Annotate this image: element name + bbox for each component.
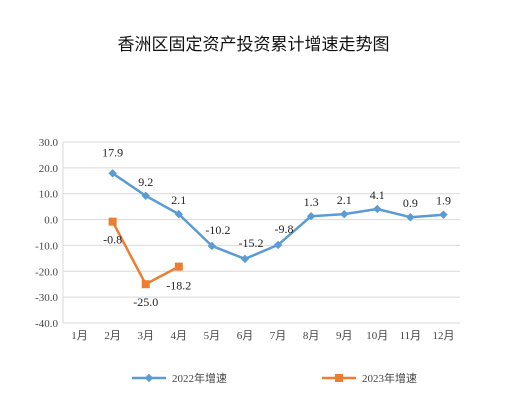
- legend-marker: [335, 374, 343, 382]
- y-tick-label: 0.0: [44, 215, 58, 227]
- legend-label: 2022年增速: [172, 371, 227, 385]
- y-tick-label: -30.0: [35, 292, 58, 304]
- data-label: 9.2: [138, 175, 153, 189]
- data-label: 1.9: [436, 194, 451, 208]
- data-label: 17.9: [102, 145, 123, 159]
- data-point: [141, 191, 150, 200]
- data-label: 4.1: [370, 188, 385, 202]
- data-point: [174, 209, 183, 219]
- x-tick-label: 9月: [336, 330, 353, 342]
- data-point: [141, 280, 150, 289]
- legend-label: 2023年增速: [362, 371, 417, 385]
- data-point: [273, 240, 283, 250]
- legend: 2022年增速 2023年增速: [132, 371, 417, 385]
- x-tick-label: 7月: [270, 330, 287, 342]
- x-axis: 1月 2月 3月 4月 5月 6月 7月 8月 9月 10月 11月 12月: [71, 330, 454, 342]
- y-tick-label: -10.0: [35, 240, 58, 252]
- x-tick-label: 3月: [137, 330, 154, 342]
- data-label: -10.2: [205, 223, 230, 237]
- data-label: 1.3: [304, 195, 319, 209]
- data-label: 0.9: [403, 196, 418, 210]
- y-tick-label: 10.0: [39, 189, 59, 201]
- y-tick-label: 30.0: [39, 137, 59, 149]
- series-lines: [108, 169, 448, 289]
- data-label: -25.0: [133, 295, 158, 309]
- data-label: -18.2: [166, 279, 191, 293]
- y-axis: 30.0 20.0 10.0 0.0 -10.0 -20.0 -30.0 -40.0: [35, 137, 64, 330]
- y-tick-label: 20.0: [39, 163, 59, 175]
- data-point: [373, 204, 382, 214]
- data-point: [340, 209, 349, 219]
- data-label: -9.8: [275, 222, 294, 236]
- gridlines: [63, 141, 460, 324]
- x-tick-label: 5月: [204, 330, 221, 342]
- legend-marker: [144, 373, 154, 383]
- chart-panel: 30.0 20.0 10.0 0.0 -10.0 -20.0 -30.0 -40.0 1月 2月…: [22, 68, 500, 394]
- chart-title: 香洲区固定资产投资累计增速走势图: [117, 35, 390, 55]
- line-chart: 30.0 20.0 10.0 0.0 -10.0 -20.0 -30.0 -40.0 1月 2月…: [35, 137, 460, 385]
- data-point: [108, 217, 117, 226]
- y-tick-label: -40.0: [35, 318, 58, 330]
- data-label: -15.2: [238, 236, 263, 250]
- x-tick-label: 6月: [237, 330, 254, 342]
- x-tick-label: 12月: [432, 330, 454, 342]
- data-labels: 17.9 9.2 2.1 -10.2 -15.2 -9.8 1.3 2.1 4.1 0.9 1.9 -…: [102, 145, 451, 309]
- data-label: -0.8: [103, 233, 122, 247]
- data-point: [439, 210, 448, 219]
- x-tick-label: 2月: [104, 330, 121, 342]
- data-point: [207, 241, 217, 251]
- x-tick-label: 11月: [400, 330, 422, 342]
- x-tick-label: 8月: [303, 330, 320, 342]
- data-point: [406, 213, 415, 222]
- data-label: 2.1: [171, 193, 186, 207]
- series-line-2: [111, 221, 180, 286]
- data-point: [108, 169, 117, 178]
- data-point: [240, 254, 250, 264]
- x-tick-label: 10月: [366, 330, 388, 342]
- data-point: [174, 262, 183, 271]
- x-tick-label: 4月: [171, 330, 188, 342]
- y-tick-label: -20.0: [35, 266, 58, 278]
- data-point: [306, 212, 316, 221]
- x-tick-label: 1月: [71, 330, 88, 342]
- data-label: 2.1: [337, 193, 352, 207]
